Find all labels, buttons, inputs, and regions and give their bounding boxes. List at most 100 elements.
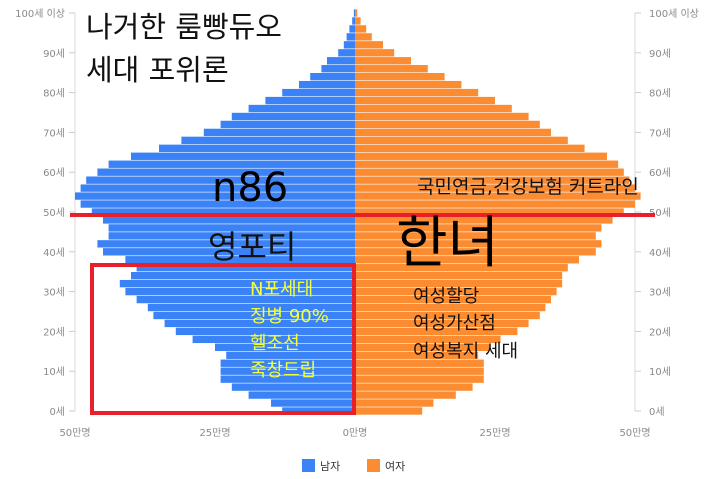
value-tick-label: 25만명 [199, 427, 230, 439]
age-tick-label: 30세 [649, 287, 671, 299]
male-bar [349, 25, 355, 33]
value-tick-label: 50만명 [619, 427, 650, 439]
n-generation-item: 징병 90% [250, 306, 329, 327]
female-bar [355, 57, 411, 65]
male-bar [299, 80, 355, 89]
female-bar [355, 25, 367, 33]
age-tick-label: 90세 [43, 48, 65, 60]
female-bar [355, 136, 568, 145]
value-tick-label: 0만명 [343, 427, 368, 439]
female-bar [355, 73, 445, 81]
age-tick-label: 20세 [43, 326, 65, 338]
male-bar [125, 256, 356, 264]
age-tick-label: 0세 [49, 406, 65, 418]
female-bar [355, 232, 596, 240]
male-bar [321, 65, 355, 73]
female-bar [355, 80, 462, 89]
male-bar [125, 287, 356, 296]
female-bar [355, 160, 619, 168]
legend: 남자 여자 [302, 459, 405, 473]
age-tick-label: 80세 [43, 88, 65, 100]
female-bar [355, 17, 361, 25]
female-bar [355, 144, 585, 152]
n-generation-box [90, 263, 356, 415]
age-tick-label: 50세 [43, 207, 65, 219]
male-bar [80, 200, 355, 208]
male-bar [248, 104, 355, 113]
male-bar [215, 343, 355, 351]
n-generation-item: 헬조선 [250, 333, 300, 354]
age-tick-label: 100세 이상 [15, 8, 65, 20]
female-bar [355, 248, 596, 256]
age-tick-label: 20세 [649, 326, 671, 338]
female-bar [355, 383, 473, 391]
female-bar [355, 399, 434, 407]
female-bar [355, 359, 484, 367]
female-bar [355, 96, 495, 105]
women-benefit-item: 여성할당 [413, 286, 479, 307]
female-bar [355, 120, 540, 129]
male-bar [131, 272, 355, 280]
male-bars [75, 9, 356, 415]
male-bar [175, 327, 355, 336]
age-tick-label: 40세 [649, 247, 671, 259]
male-bar [103, 216, 355, 224]
male-bar [353, 9, 355, 17]
male-bar [220, 367, 355, 375]
male-bar [103, 248, 355, 256]
male-bar [75, 192, 355, 200]
legend-swatch-female [367, 459, 380, 472]
female-bar [355, 88, 479, 97]
female-bar [355, 303, 546, 312]
female-bar [355, 184, 635, 192]
title-line-1: 나거한 룸빵듀오 [86, 10, 282, 44]
male-bar [327, 57, 355, 65]
female-bar [355, 168, 624, 176]
n-generation-item: N포세대 [250, 279, 313, 300]
female-bar [355, 264, 568, 272]
male-bar [181, 136, 355, 145]
female-bar [355, 272, 563, 280]
male-bar [164, 319, 355, 328]
female-bar [355, 367, 484, 375]
age-tick-label: 0세 [649, 406, 665, 418]
male-bar [352, 17, 355, 25]
female-bar [355, 192, 641, 200]
female-bar [355, 351, 479, 359]
male-bar [97, 240, 356, 248]
male-bar [192, 335, 355, 344]
male-bar [220, 359, 355, 367]
age-tick-label: 10세 [43, 366, 65, 378]
title-line-2: 세대 포위론 [86, 53, 229, 87]
female-bar [355, 112, 529, 121]
male-bar [131, 152, 355, 160]
age-tick-label: 80세 [649, 88, 671, 100]
female-bar [355, 407, 423, 415]
female-bar [355, 9, 358, 17]
male-bar [159, 144, 355, 152]
male-bar [220, 375, 355, 383]
pension-cutoff-label: 국민연금,건강보험 커트라인 [417, 176, 639, 198]
male-bar [136, 295, 355, 304]
female-bar [355, 335, 501, 344]
hannyeo-label: 한녀 [396, 211, 499, 276]
age-tick-label: 70세 [43, 127, 65, 139]
male-bar [338, 49, 355, 57]
male-bar [91, 208, 356, 216]
female-bar [355, 287, 557, 296]
female-bars [355, 9, 641, 415]
age-axis-left: 0세 10세 20세 30세 40세 50세 60세 70세 80세 90세 100세 이상 [15, 8, 75, 418]
male-bar [265, 96, 355, 105]
age-tick-label: 70세 [649, 127, 671, 139]
male-bar [108, 224, 355, 232]
male-bar [86, 176, 355, 184]
female-bar [355, 33, 372, 41]
male-bar [119, 279, 355, 288]
age-tick-label: 60세 [43, 167, 65, 179]
female-bar [355, 128, 551, 137]
female-bar [355, 208, 624, 216]
n-generation-item: 죽창드립 [250, 360, 316, 381]
female-bar [355, 391, 456, 399]
female-bar [355, 279, 563, 288]
